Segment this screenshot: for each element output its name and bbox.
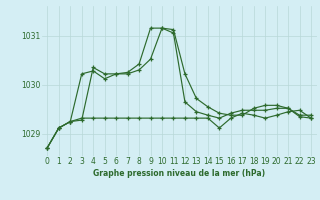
X-axis label: Graphe pression niveau de la mer (hPa): Graphe pression niveau de la mer (hPa) [93,169,265,178]
